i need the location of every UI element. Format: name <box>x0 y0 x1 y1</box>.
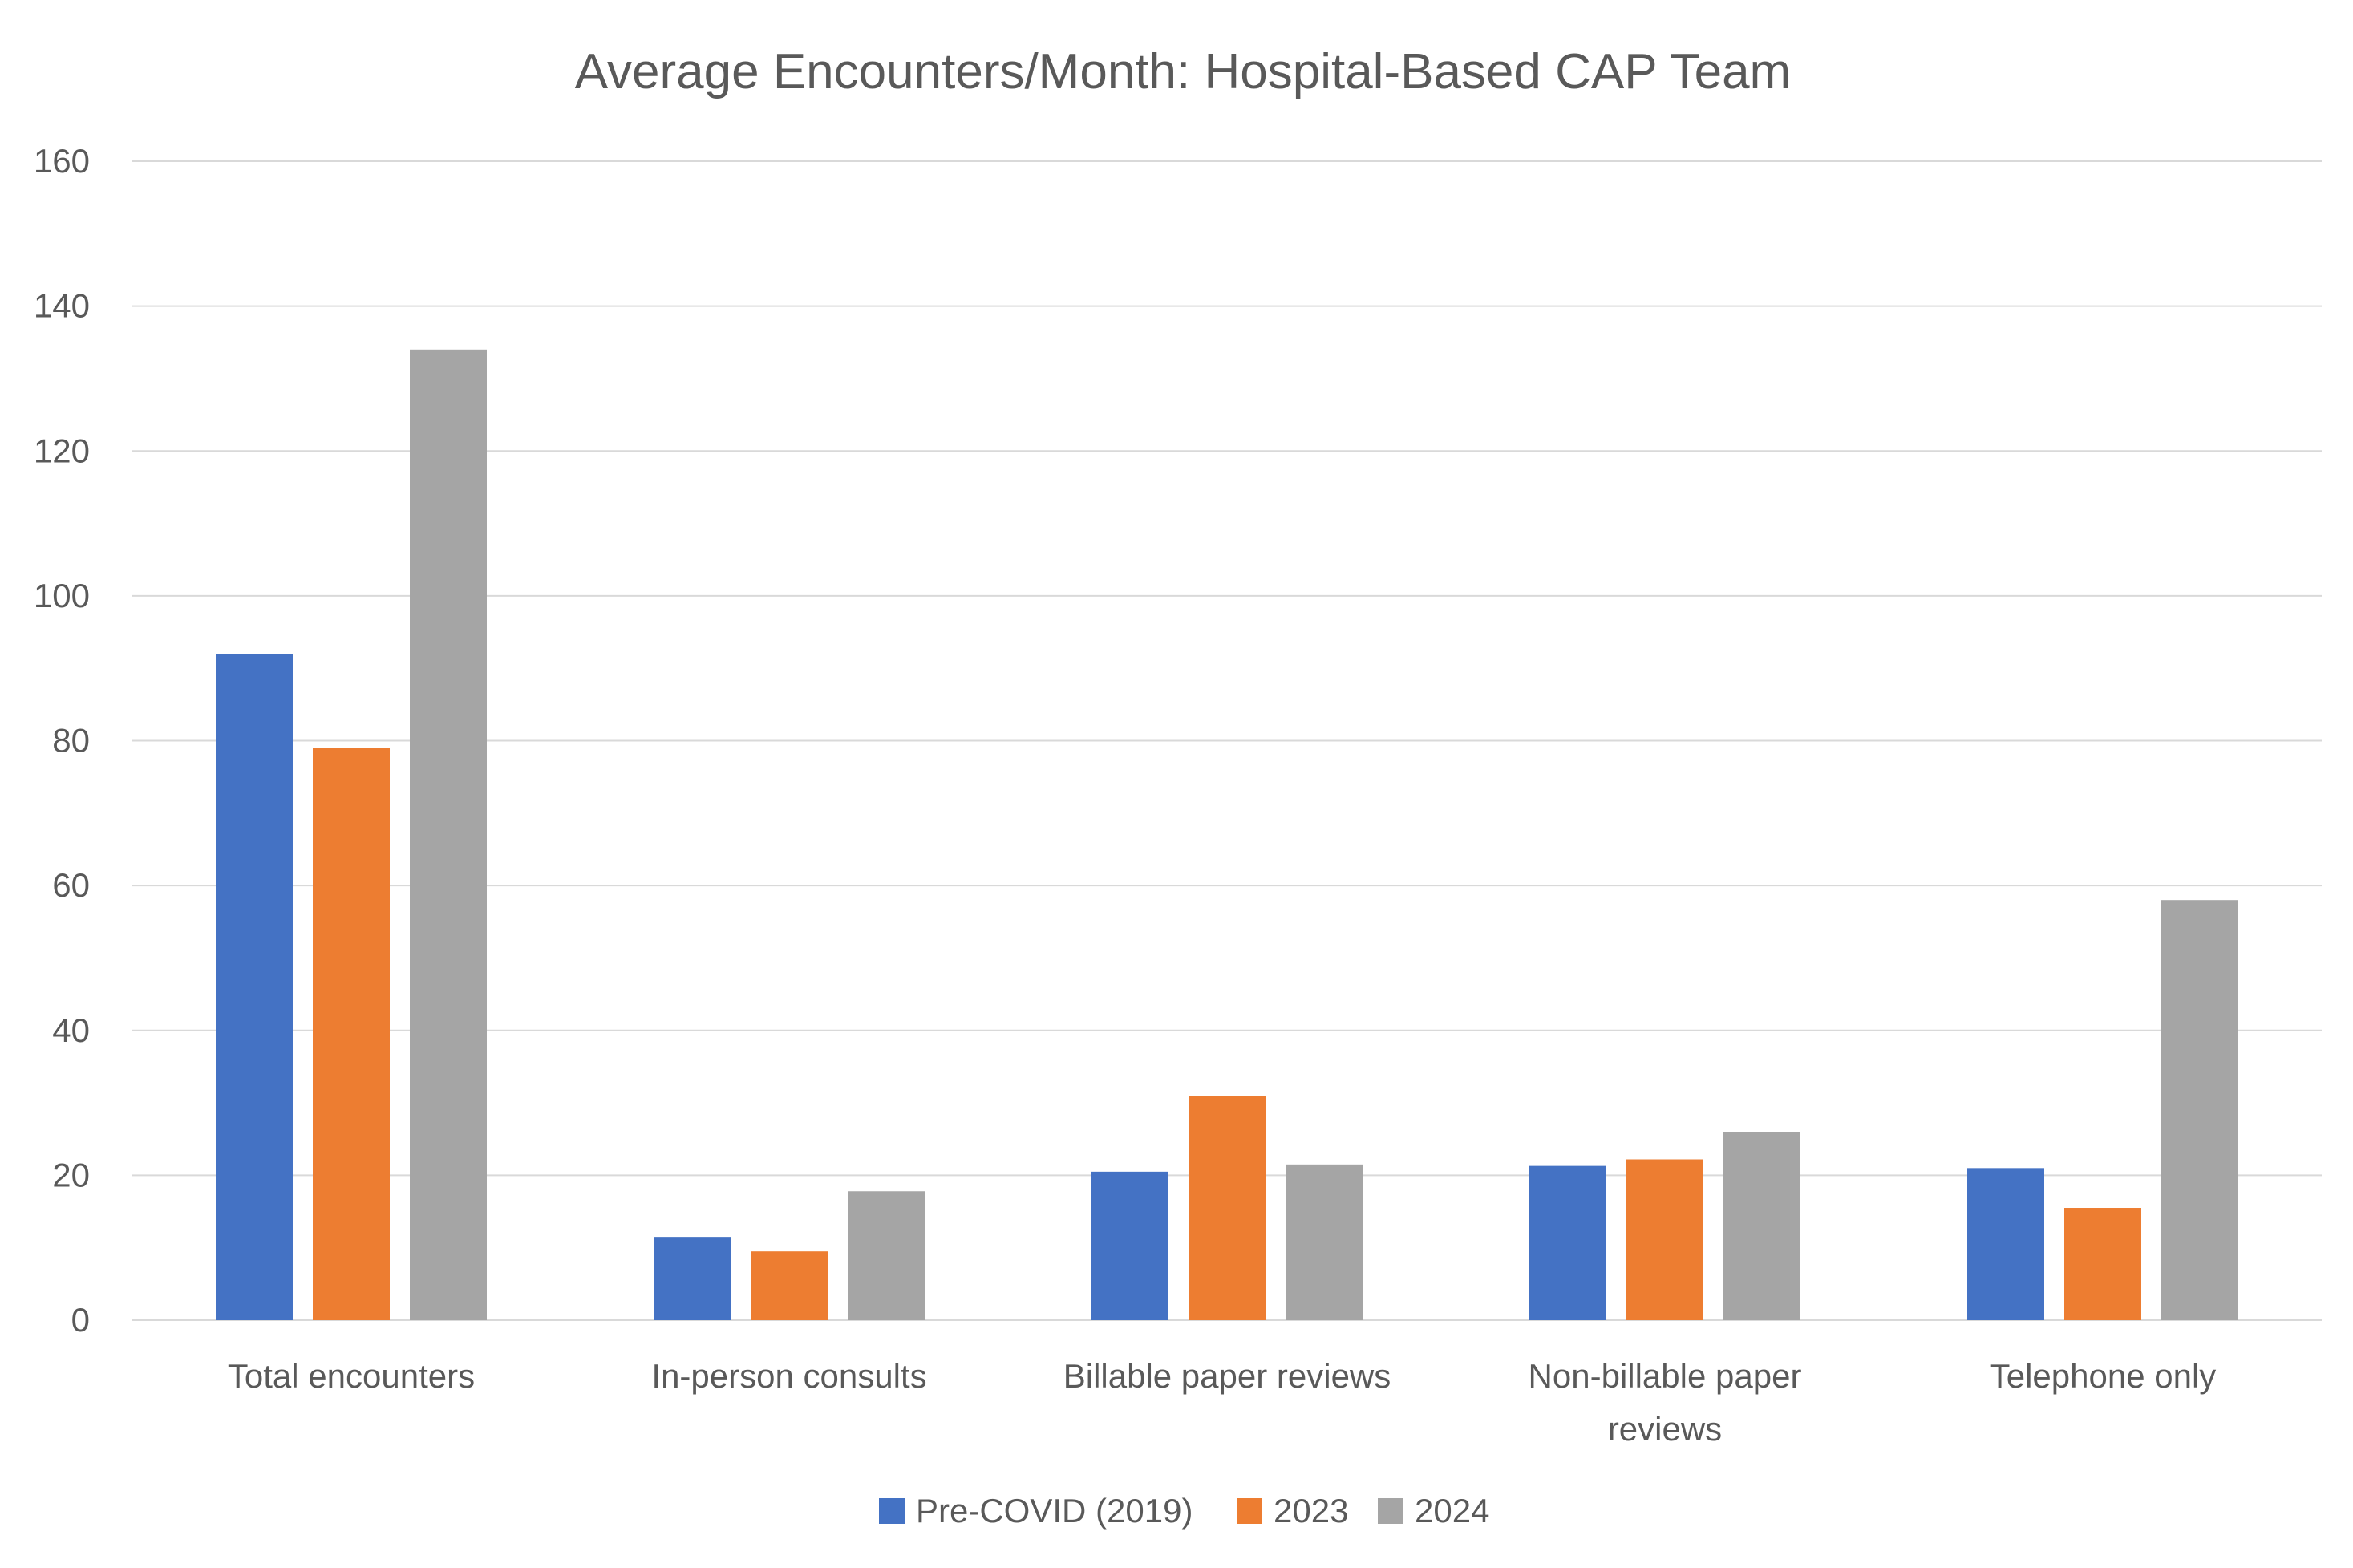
x-category-label-line: Total encounters <box>228 1357 475 1395</box>
legend-swatch <box>879 1498 905 1524</box>
y-tick-label: 160 <box>34 142 90 180</box>
bar <box>1529 1165 1606 1320</box>
x-category-label-line: Billable paper reviews <box>1063 1357 1391 1395</box>
x-category-label-line: In-person consults <box>651 1357 926 1395</box>
y-tick-label: 100 <box>34 577 90 614</box>
bar <box>216 654 293 1320</box>
x-category-label-line: reviews <box>1608 1410 1722 1448</box>
y-tick-label: 140 <box>34 287 90 325</box>
bar <box>313 748 390 1320</box>
x-category-label: Non-billable paper reviews <box>1529 1357 1802 1448</box>
x-category-label: Telephone only <box>1990 1357 2217 1395</box>
bar <box>2064 1208 2141 1320</box>
gridlines <box>132 160 2322 1321</box>
chart-title: Average Encounters/Month: Hospital-Based… <box>575 44 1791 99</box>
bar <box>1091 1171 1168 1320</box>
legend-swatch <box>1237 1498 1262 1524</box>
y-tick-label: 20 <box>52 1156 90 1193</box>
y-tick-label: 120 <box>34 432 90 469</box>
bar <box>1967 1168 2044 1320</box>
x-axis-labels: Total encounters In-person consults Billab… <box>228 1357 2216 1448</box>
x-category-label: In-person consults <box>651 1357 926 1395</box>
y-tick-label: 0 <box>71 1301 90 1339</box>
y-tick-label: 60 <box>52 866 90 904</box>
bars <box>216 349 2238 1320</box>
x-category-label: Total encounters <box>228 1357 475 1395</box>
y-tick-label: 80 <box>52 722 90 760</box>
bar <box>410 349 487 1320</box>
y-tick-label: 40 <box>52 1011 90 1049</box>
x-category-label-line: Telephone only <box>1990 1357 2217 1395</box>
bar <box>848 1191 925 1320</box>
bar <box>2161 900 2238 1320</box>
legend-swatch <box>1378 1498 1403 1524</box>
bar <box>654 1237 731 1320</box>
legend-label: 2024 <box>1415 1492 1489 1530</box>
bar <box>1286 1164 1363 1320</box>
x-category-label: Billable paper reviews <box>1063 1357 1391 1395</box>
legend-label: 2023 <box>1274 1492 1348 1530</box>
bar <box>1723 1132 1800 1320</box>
legend-label: Pre-COVID (2019) <box>916 1492 1193 1530</box>
bar <box>1626 1159 1703 1320</box>
y-axis-ticks: 0 20 40 60 80 100 120 140 160 <box>34 142 90 1339</box>
legend: Pre-COVID (2019) 2023 2024 <box>879 1492 1489 1530</box>
bar <box>1189 1096 1266 1320</box>
x-category-label-line: Non-billable paper <box>1529 1357 1802 1395</box>
bar <box>751 1251 828 1320</box>
